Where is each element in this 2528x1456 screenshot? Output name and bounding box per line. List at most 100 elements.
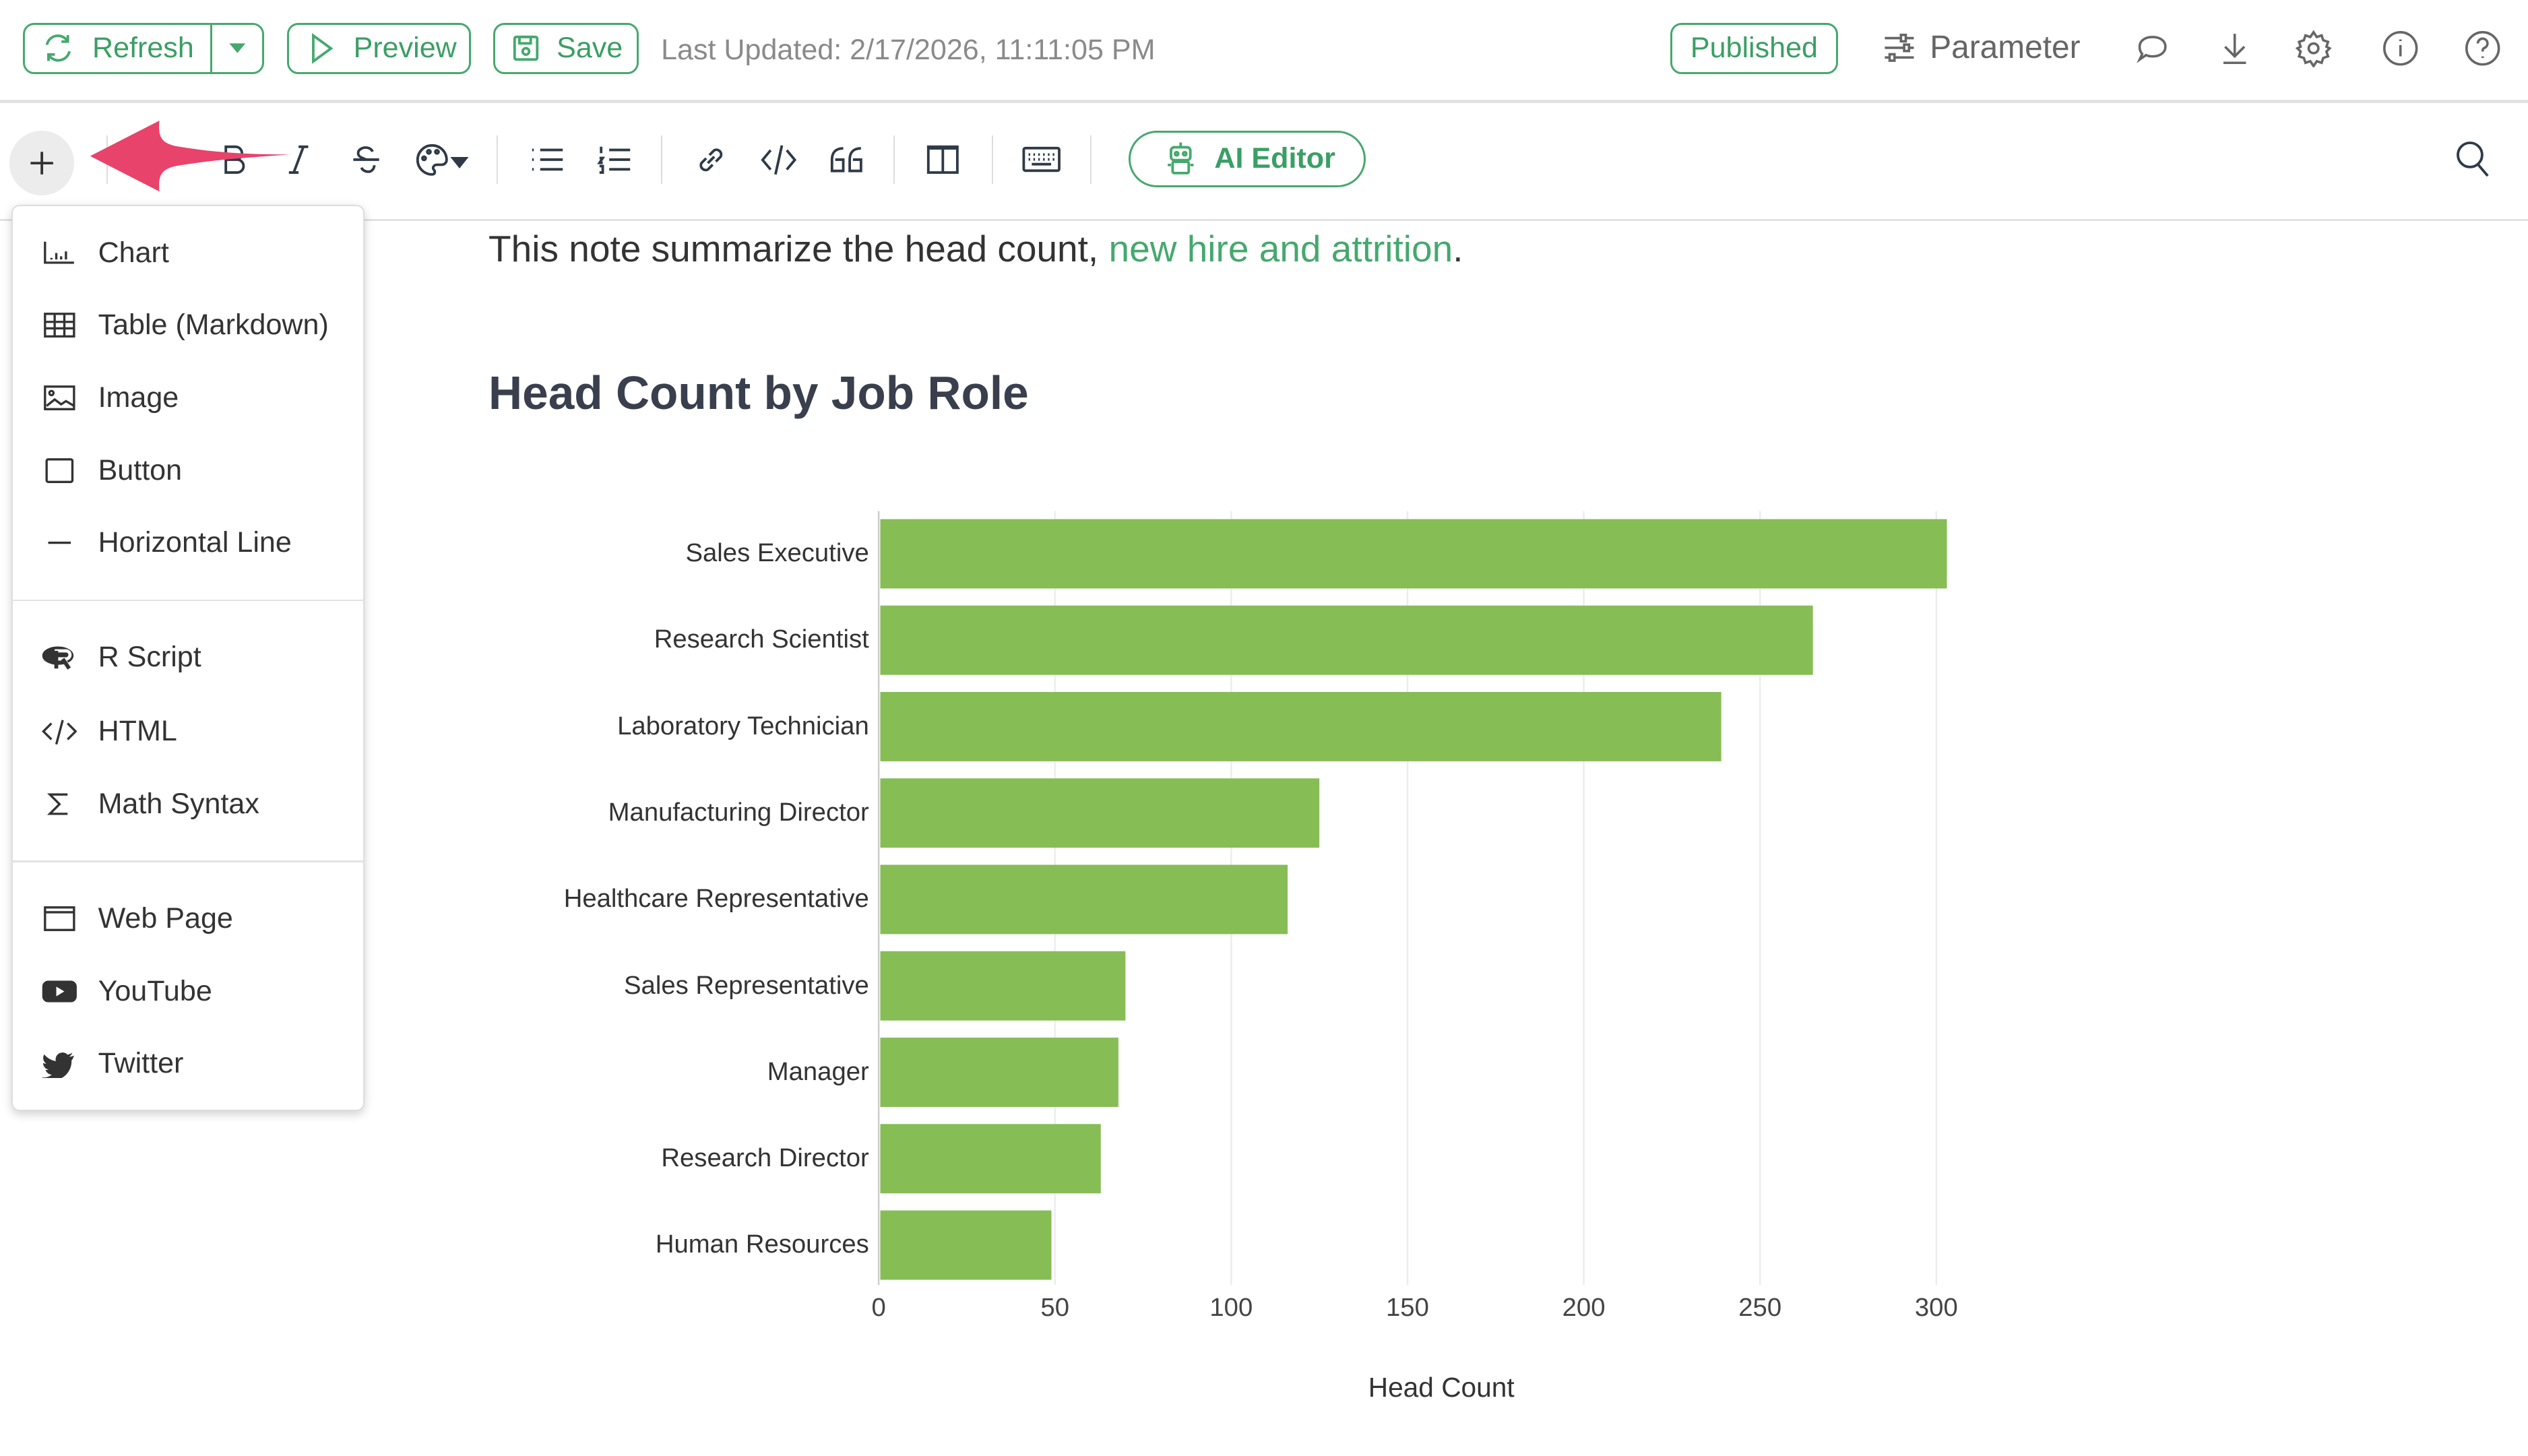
x-tick-label: 0 bbox=[871, 1293, 886, 1323]
toolbar-divider bbox=[991, 135, 993, 184]
intro-text: This note summarize the head count, bbox=[488, 228, 1109, 270]
refresh-label: Refresh bbox=[92, 32, 194, 65]
play-icon bbox=[311, 32, 334, 64]
refresh-button[interactable]: Refresh bbox=[25, 24, 212, 73]
menu-item-web-page[interactable]: Web Page bbox=[13, 887, 363, 951]
bar[interactable] bbox=[880, 1210, 1052, 1280]
menu-item-chart[interactable]: Chart bbox=[13, 220, 363, 285]
bar[interactable] bbox=[880, 864, 1288, 935]
intro-end: . bbox=[1453, 228, 1463, 270]
info-icon bbox=[2383, 31, 2418, 66]
bar[interactable] bbox=[880, 692, 1721, 761]
y-category-label: Healthcare Representative bbox=[563, 884, 869, 914]
y-category-label: Manufacturing Director bbox=[608, 797, 869, 827]
menu-item-html[interactable]: HTML bbox=[13, 699, 363, 764]
refresh-icon bbox=[46, 34, 71, 62]
question-circle-icon bbox=[2465, 31, 2500, 66]
parameter-label: Parameter bbox=[1930, 30, 2081, 66]
sliders-icon bbox=[1885, 33, 1914, 62]
x-axis-title: Head Count bbox=[1368, 1372, 1515, 1403]
bullet-list-button[interactable] bbox=[526, 139, 567, 181]
x-tick-label: 200 bbox=[1562, 1293, 1606, 1323]
link-icon bbox=[699, 148, 723, 171]
preview-label: Preview bbox=[353, 32, 457, 65]
ai-editor-label: AI Editor bbox=[1214, 142, 1335, 175]
color-button[interactable] bbox=[413, 139, 471, 181]
quote-button[interactable] bbox=[825, 139, 867, 181]
caret-down-icon bbox=[229, 43, 245, 53]
menu-item-label: Twitter bbox=[98, 1047, 184, 1080]
comment-button[interactable] bbox=[2133, 29, 2172, 67]
search-button[interactable] bbox=[2454, 139, 2492, 187]
toolbar-divider bbox=[497, 135, 499, 184]
code-button[interactable] bbox=[758, 139, 800, 181]
menu-item-label: Table (Markdown) bbox=[98, 309, 329, 342]
refresh-dropdown-button[interactable] bbox=[212, 42, 263, 55]
menu-item-button[interactable]: Button bbox=[13, 438, 363, 503]
quote-icon bbox=[830, 147, 862, 172]
twitter-icon bbox=[41, 1049, 77, 1079]
y-category-label: Manager bbox=[767, 1056, 869, 1086]
strikethrough-icon bbox=[353, 146, 379, 173]
bullet-list-icon bbox=[532, 148, 563, 171]
italic-button[interactable] bbox=[278, 139, 319, 181]
settings-button[interactable] bbox=[2294, 29, 2333, 69]
menu-item-r-script[interactable]: R Script bbox=[13, 625, 363, 690]
numbered-list-button[interactable] bbox=[594, 139, 635, 181]
floppy-disk-icon bbox=[513, 36, 539, 61]
robot-icon bbox=[1168, 142, 1194, 175]
section-heading: Head Count by Job Role bbox=[488, 367, 1029, 420]
menu-item-math-syntax[interactable]: Math Syntax bbox=[13, 772, 363, 837]
browser-window-icon bbox=[42, 904, 77, 933]
youtube-icon bbox=[42, 977, 77, 1006]
menu-item-label: YouTube bbox=[98, 974, 212, 1007]
table-icon bbox=[42, 311, 77, 340]
menu-item-label: HTML bbox=[98, 715, 177, 748]
y-category-label: Sales Executive bbox=[685, 538, 869, 568]
bar[interactable] bbox=[880, 778, 1320, 848]
menu-item-twitter[interactable]: Twitter bbox=[13, 1032, 363, 1096]
ai-editor-button[interactable]: AI Editor bbox=[1129, 130, 1366, 187]
italic-icon bbox=[288, 145, 309, 174]
intro-link[interactable]: new hire and attrition bbox=[1108, 228, 1453, 270]
x-tick-label: 50 bbox=[1040, 1293, 1069, 1323]
menu-item-image[interactable]: Image bbox=[13, 366, 363, 431]
info-button[interactable] bbox=[2381, 29, 2420, 67]
link-button[interactable] bbox=[690, 139, 732, 181]
menu-item-horizontal-line[interactable]: Horizontal Line bbox=[13, 511, 363, 575]
parameter-button[interactable]: Parameter bbox=[1883, 29, 2081, 66]
bar[interactable] bbox=[880, 519, 1947, 589]
strikethrough-button[interactable] bbox=[345, 139, 387, 181]
toolbar-divider bbox=[1089, 135, 1092, 184]
save-button[interactable]: Save bbox=[493, 22, 639, 75]
preview-button[interactable]: Preview bbox=[286, 22, 471, 75]
image-icon bbox=[42, 383, 77, 412]
bar[interactable] bbox=[880, 951, 1126, 1021]
download-icon bbox=[2223, 34, 2246, 65]
keyboard-shortcuts-button[interactable] bbox=[1021, 139, 1063, 181]
insert-button[interactable] bbox=[9, 130, 75, 195]
intro-paragraph: This note summarize the head count, new … bbox=[488, 227, 1463, 270]
published-label: Published bbox=[1690, 32, 1818, 65]
bar[interactable] bbox=[880, 605, 1813, 675]
numbered-list-icon bbox=[597, 146, 631, 174]
published-button[interactable]: Published bbox=[1670, 22, 1838, 75]
header-divider bbox=[0, 100, 2528, 104]
menu-item-label: Math Syntax bbox=[98, 788, 259, 821]
columns-icon bbox=[927, 145, 959, 174]
columns-button[interactable] bbox=[922, 139, 964, 181]
bar[interactable] bbox=[880, 1038, 1118, 1107]
x-tick-label: 150 bbox=[1386, 1293, 1429, 1323]
bar[interactable] bbox=[880, 1124, 1101, 1194]
help-button[interactable] bbox=[2463, 29, 2502, 67]
y-category-label: Sales Representative bbox=[624, 970, 869, 1000]
y-category-label: Research Scientist bbox=[654, 625, 869, 654]
menu-item-table-markdown[interactable]: Table (Markdown) bbox=[13, 293, 363, 358]
menu-divider bbox=[12, 860, 363, 862]
menu-item-youtube[interactable]: YouTube bbox=[13, 959, 363, 1023]
x-tick-label: 300 bbox=[1914, 1293, 1958, 1323]
menu-item-label: R Script bbox=[98, 641, 201, 674]
download-button[interactable] bbox=[2215, 29, 2254, 67]
